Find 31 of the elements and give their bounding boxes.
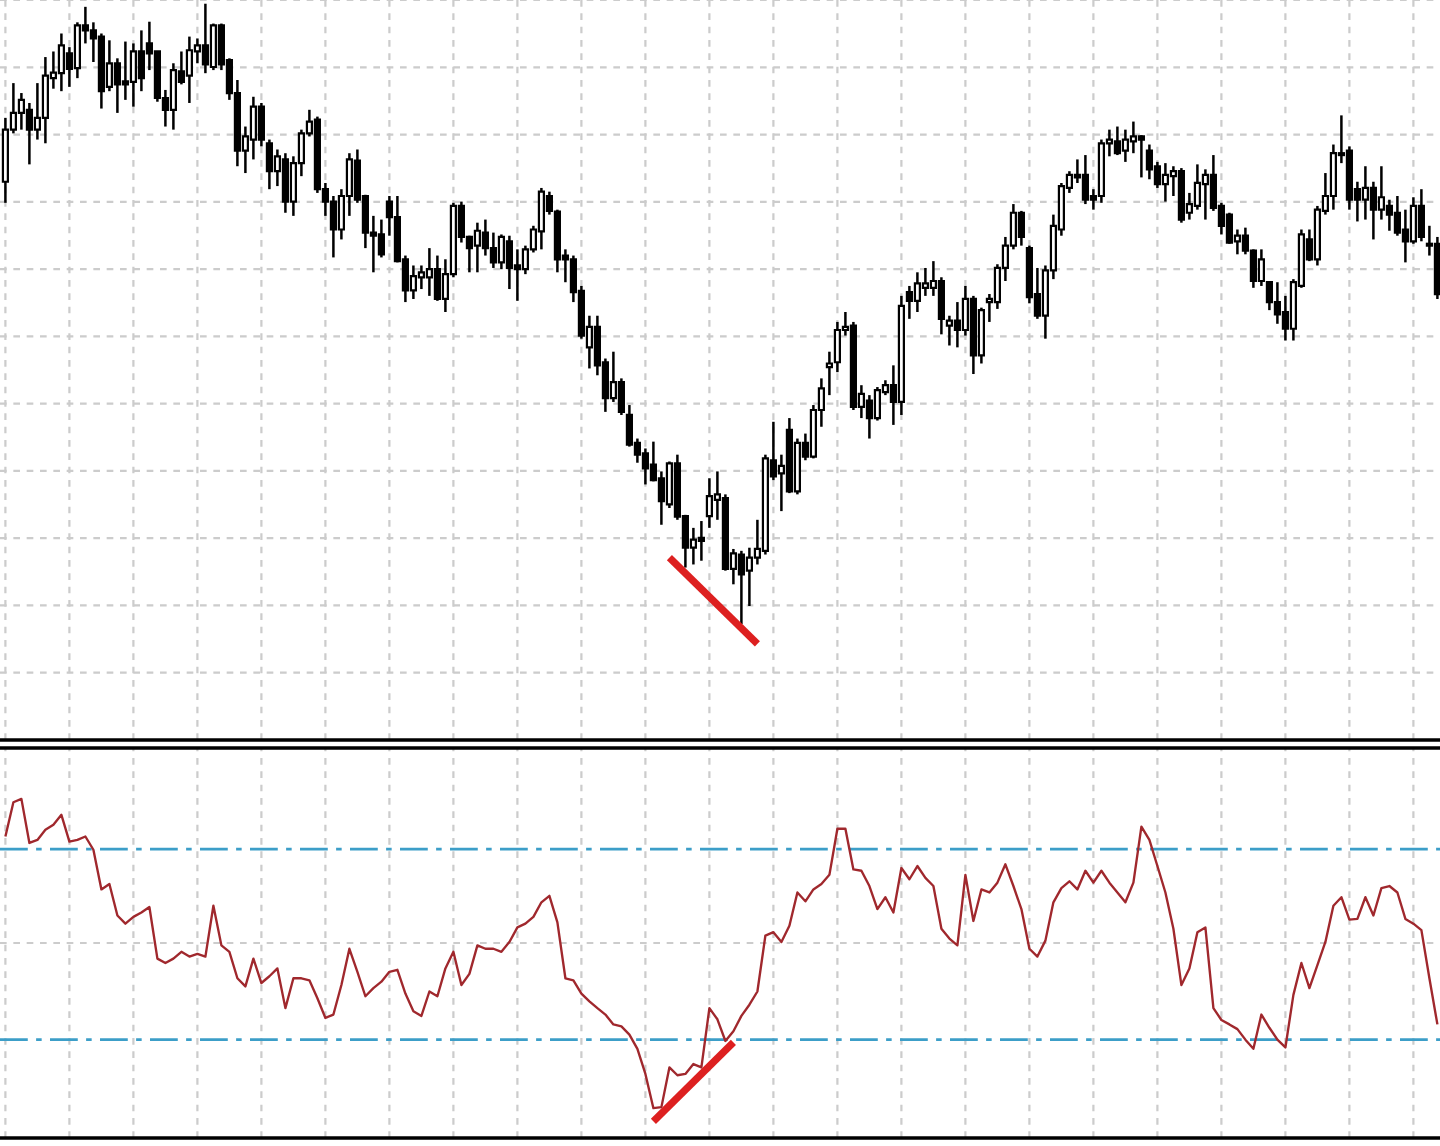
candlestick (697, 519, 705, 562)
candlestick (1225, 211, 1233, 246)
candlestick (41, 55, 49, 145)
candlestick (57, 32, 65, 93)
candlestick (913, 271, 921, 314)
candlestick (865, 393, 873, 440)
candlestick (1121, 128, 1129, 164)
candlestick (737, 549, 745, 626)
candlestick (201, 2, 209, 75)
candlestick (425, 246, 433, 298)
candlestick (121, 40, 129, 102)
candlestick (641, 447, 649, 486)
candlestick (657, 470, 665, 527)
candlestick (1145, 143, 1153, 181)
candlestick (281, 151, 289, 215)
candlestick (921, 266, 929, 298)
candlestick (705, 476, 713, 530)
candlestick (1361, 164, 1369, 221)
candlestick (537, 186, 545, 251)
candlestick (185, 35, 193, 105)
candlestick (1017, 209, 1025, 247)
candlestick (137, 29, 145, 93)
candlestick (1201, 168, 1209, 221)
candlestick (1161, 161, 1169, 203)
candlestick (1113, 125, 1121, 157)
candlestick (417, 264, 425, 291)
candlestick (473, 221, 481, 274)
candlestick (409, 264, 417, 301)
candlestick (953, 300, 961, 349)
candlestick (1137, 133, 1145, 179)
candlestick (1081, 153, 1089, 206)
